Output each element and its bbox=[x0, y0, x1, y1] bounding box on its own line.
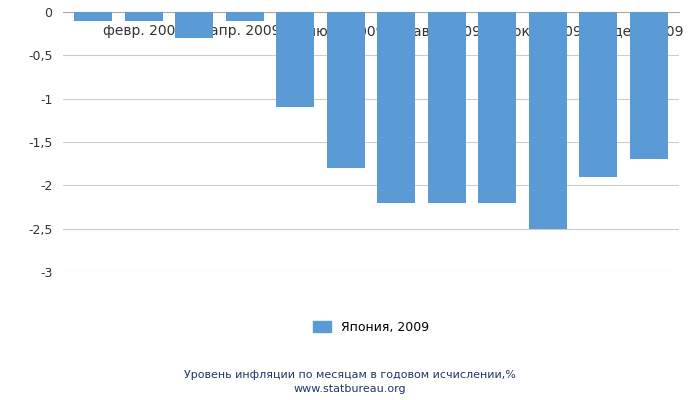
Bar bbox=[175, 12, 214, 38]
Bar bbox=[74, 12, 112, 21]
Legend: Япония, 2009: Япония, 2009 bbox=[307, 316, 435, 338]
Text: www.statbureau.org: www.statbureau.org bbox=[294, 384, 406, 394]
Bar bbox=[377, 12, 415, 203]
Bar bbox=[478, 12, 516, 203]
Bar bbox=[327, 12, 365, 168]
Bar bbox=[125, 12, 162, 21]
Text: Уровень инфляции по месяцам в годовом исчислении,%: Уровень инфляции по месяцам в годовом ис… bbox=[184, 370, 516, 380]
Bar bbox=[528, 12, 567, 229]
Bar bbox=[276, 12, 314, 107]
Bar bbox=[428, 12, 466, 203]
Bar bbox=[226, 12, 264, 21]
Bar bbox=[580, 12, 617, 177]
Bar bbox=[630, 12, 668, 159]
